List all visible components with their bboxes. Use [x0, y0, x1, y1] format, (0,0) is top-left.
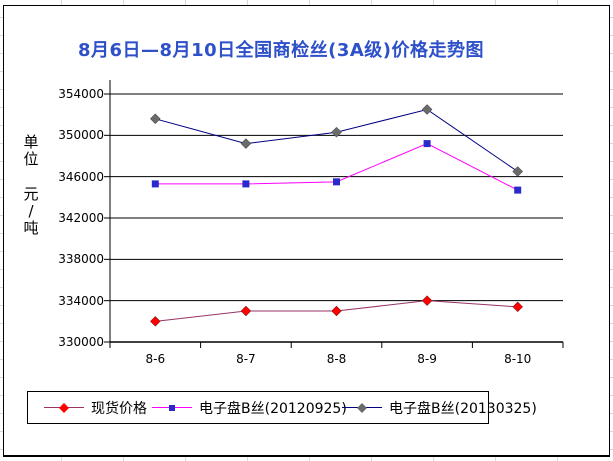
- legend-line-sample-icon: [44, 402, 84, 413]
- y-axis-title-char: 吨: [23, 219, 39, 237]
- legend-line-sample-icon: [342, 402, 382, 413]
- y-axis-title-char: 元: [23, 185, 39, 203]
- legend-diamond-marker-icon: [59, 402, 69, 413]
- data-point-marker: [240, 138, 252, 149]
- data-point-marker: [240, 305, 252, 317]
- legend-item: 现货价格: [44, 392, 147, 423]
- y-axis-label: 338000: [58, 252, 104, 267]
- data-point-marker: [331, 305, 342, 317]
- chart-frame: [3, 5, 610, 457]
- y-axis-title-char: /: [28, 202, 34, 220]
- data-point-marker: [149, 315, 161, 327]
- x-axis-label: 8-6: [145, 352, 166, 366]
- y-axis-label: 354000: [58, 87, 104, 101]
- y-axis-label: 334000: [58, 293, 104, 308]
- data-point-marker: [421, 295, 433, 307]
- data-point-marker: [331, 126, 342, 138]
- y-axis-title-char: 单: [23, 133, 39, 151]
- y-axis-label: 330000: [58, 335, 104, 349]
- data-point-marker: [149, 113, 161, 125]
- y-axis-title: 单位元 / 吨: [19, 134, 43, 237]
- chart-title: 8月6日—8月10日全国商检丝(3A级)价格走势图: [78, 40, 485, 61]
- data-point-marker: [421, 104, 433, 115]
- y-axis-title-char: 位: [23, 150, 39, 168]
- y-axis-label: 346000: [58, 169, 104, 184]
- legend-diamond-marker-icon: [357, 402, 367, 413]
- x-axis-label: 8-7: [236, 352, 256, 366]
- data-point-marker: [333, 178, 340, 186]
- x-axis-label: 8-9: [417, 352, 437, 366]
- data-point-marker: [512, 301, 524, 313]
- x-axis-label: 8-8: [326, 352, 347, 366]
- legend-item: 电子盘B丝(20130325): [342, 392, 537, 423]
- legend-item-label: 电子盘B丝(20130325): [389, 400, 537, 417]
- x-axis-label: 8-10: [504, 352, 532, 366]
- legend-item-label: 现货价格: [91, 400, 147, 417]
- data-point-marker: [242, 180, 250, 188]
- data-point-marker: [151, 180, 159, 188]
- legend-square-marker-icon: [169, 404, 175, 411]
- legend-item-label: 电子盘B丝(20120925): [199, 400, 347, 417]
- legend-item: 电子盘B丝(20120925): [152, 392, 347, 423]
- legend: 现货价格 电子盘B丝(20120925) 电子盘B丝(20130325): [27, 391, 537, 424]
- data-point-marker: [512, 166, 524, 177]
- legend-line-sample-icon: [152, 404, 192, 411]
- y-axis-label: 350000: [58, 128, 104, 143]
- y-axis-label: 342000: [58, 211, 104, 225]
- data-point-marker: [423, 140, 431, 148]
- data-point-marker: [514, 186, 522, 194]
